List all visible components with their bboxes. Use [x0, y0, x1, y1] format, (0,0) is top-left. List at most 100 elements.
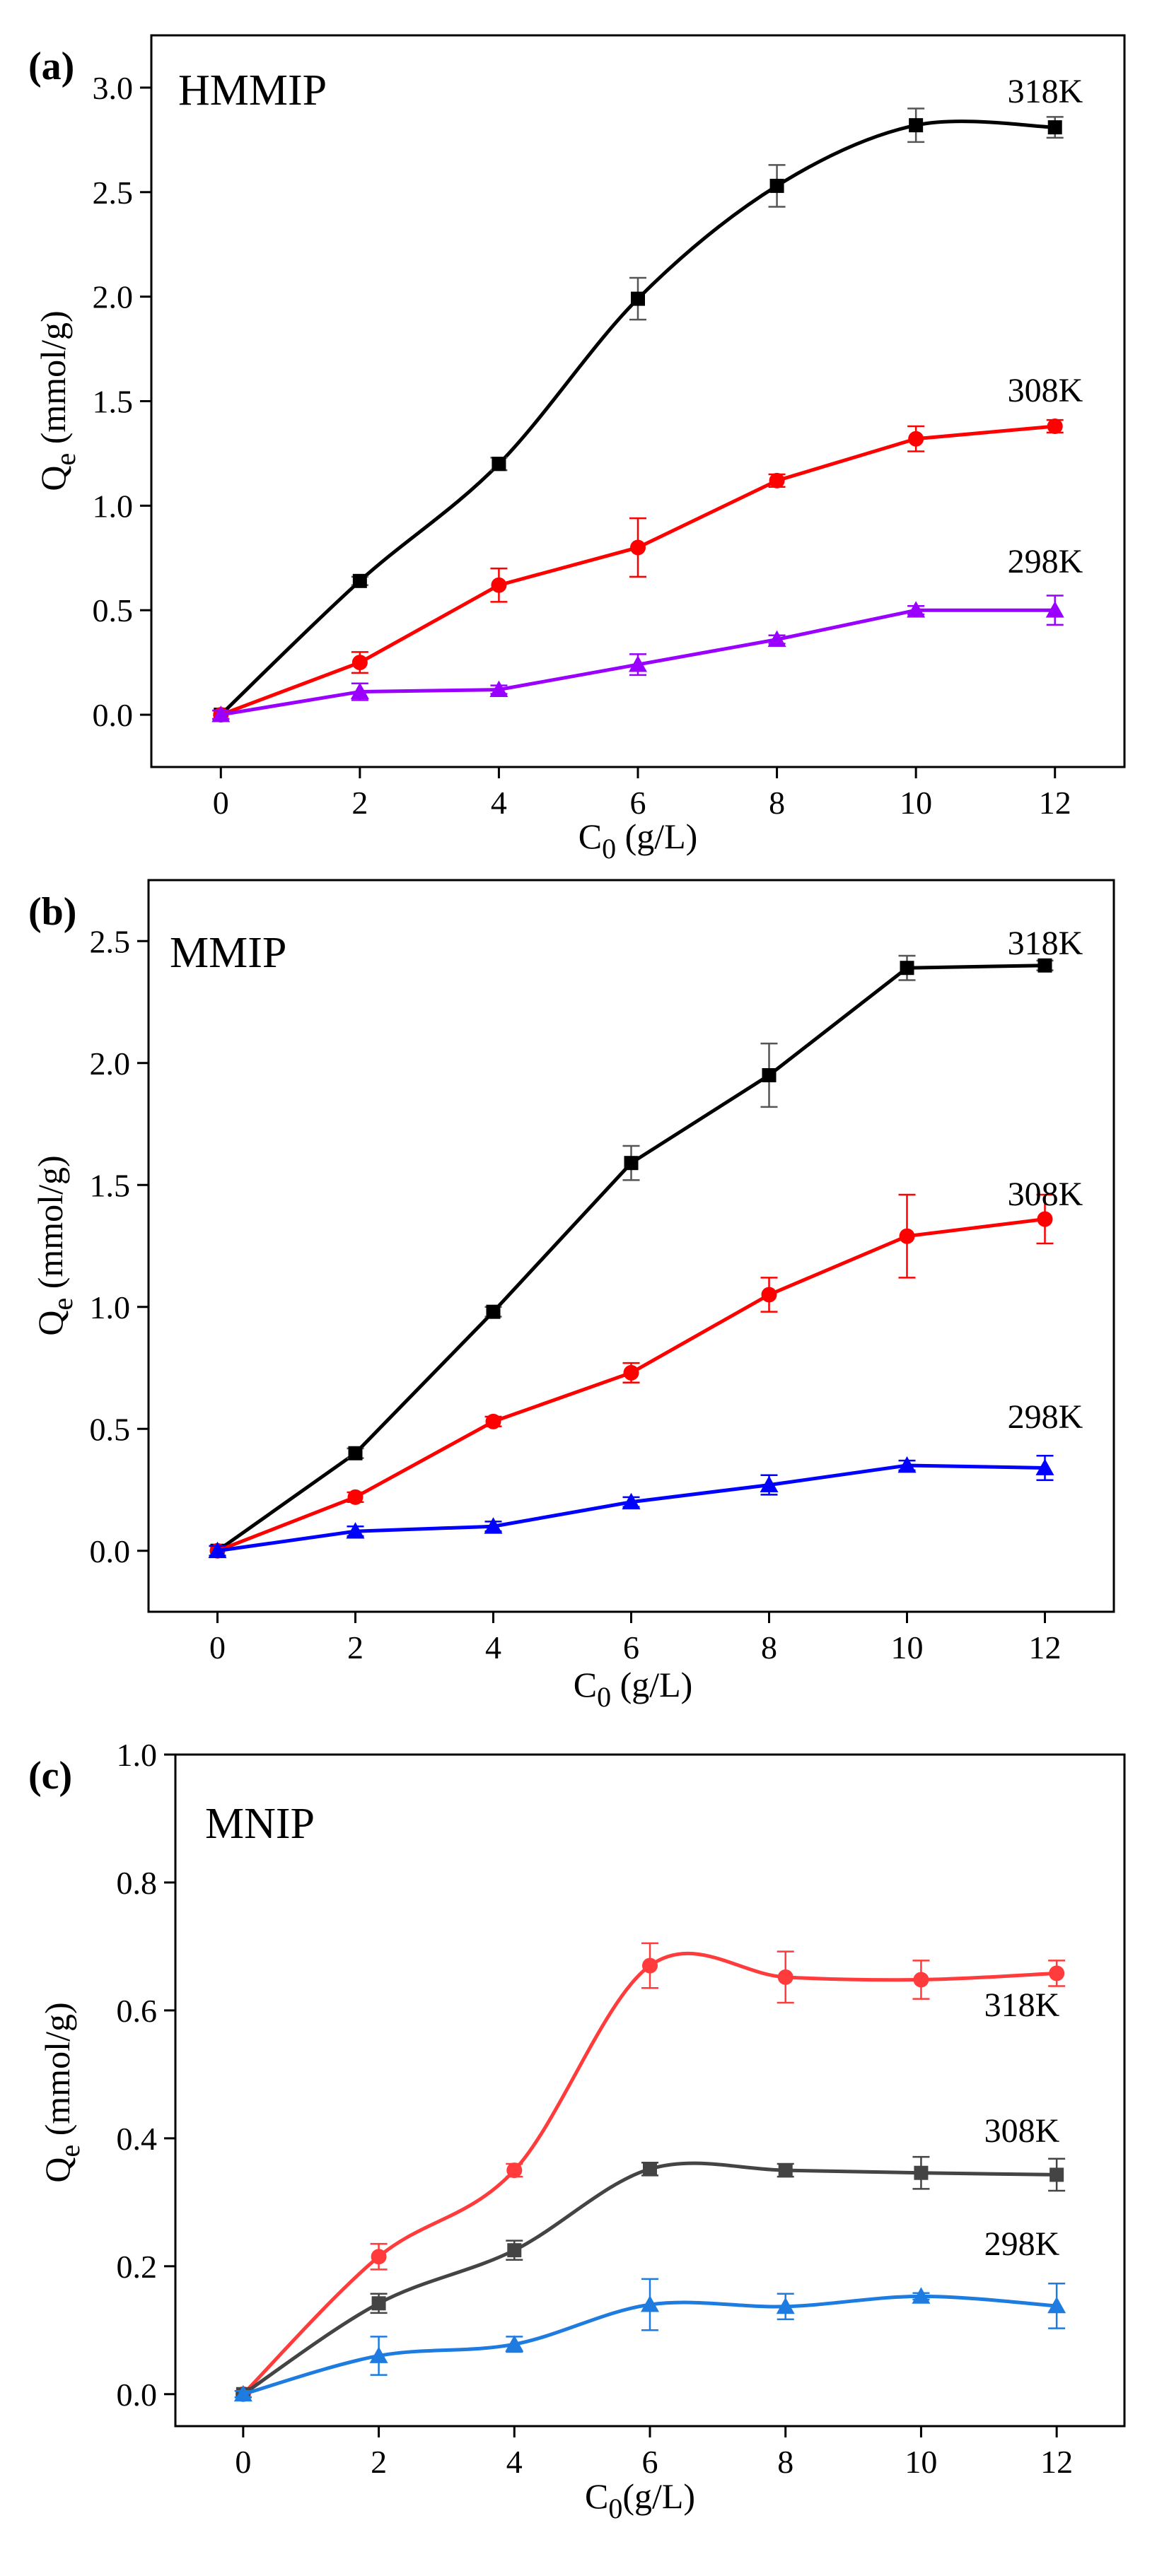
series-318K: 318K [209, 925, 1083, 1558]
y-tick-label: 1.0 [93, 488, 134, 524]
data-point [347, 1489, 364, 1505]
data-point [776, 2297, 795, 2314]
data-point [371, 2249, 387, 2265]
data-point [914, 2165, 929, 2180]
data-point [760, 1475, 779, 1492]
data-point [505, 2335, 524, 2352]
x-axis-title-main: C [578, 816, 602, 856]
x-tick-label: 12 [1029, 1629, 1062, 1665]
y-tick-label: 1.5 [93, 384, 134, 420]
data-point [769, 178, 784, 193]
x-tick-label: 4 [485, 1629, 501, 1665]
data-point [641, 2295, 659, 2312]
x-axis-title-main: C [574, 1665, 597, 1704]
data-point [908, 431, 924, 447]
panel-letter: (b) [28, 890, 76, 934]
y-axis-title-main: Q [37, 2158, 77, 2183]
y-axis-title: Qe (mmol/g) [33, 310, 81, 491]
y-tick-label: 0.0 [90, 1533, 131, 1569]
y-tick-label: 0.0 [117, 2377, 158, 2413]
data-point [485, 1413, 501, 1429]
x-axis-title: C0 (g/L) [578, 816, 698, 865]
series-label: 298K [1008, 543, 1083, 580]
series-318K: 318K [212, 73, 1083, 722]
series-298K: 298K [233, 2225, 1066, 2402]
data-point [492, 457, 506, 472]
data-point [623, 1364, 639, 1381]
data-point [643, 2162, 657, 2177]
data-point [624, 1156, 639, 1171]
x-tick-label: 10 [891, 1629, 924, 1665]
data-point [1037, 1211, 1053, 1227]
data-point [769, 472, 785, 488]
data-point [767, 630, 786, 648]
data-point [346, 1522, 365, 1539]
data-point [642, 1957, 658, 1974]
data-point [899, 1228, 915, 1244]
x-tick-label: 2 [347, 1629, 364, 1665]
y-axis-title-subscript: e [47, 1298, 79, 1311]
data-point [211, 706, 231, 722]
y-axis-title-rest: (mmol/g) [37, 2002, 77, 2144]
data-point [350, 682, 369, 699]
data-point [913, 1972, 929, 1988]
series-label: 308K [1008, 1176, 1083, 1213]
y-tick-label: 1.0 [117, 1737, 158, 1773]
series-label: 318K [1008, 925, 1083, 962]
x-tick-label: 4 [491, 785, 507, 821]
x-tick-label: 2 [371, 2444, 387, 2480]
y-axis-title-main: Q [30, 1311, 70, 1336]
data-point [484, 1517, 503, 1534]
data-point [1049, 1965, 1065, 1981]
data-point [762, 1068, 777, 1082]
x-tick-label: 2 [351, 785, 368, 821]
series-298K: 298K [211, 543, 1083, 722]
data-point [778, 2163, 793, 2178]
y-tick-label: 0.5 [90, 1411, 131, 1447]
x-tick-label: 6 [642, 2444, 658, 2480]
x-tick-label: 10 [900, 785, 932, 821]
data-point [1050, 2167, 1064, 2182]
data-point [486, 1304, 501, 1319]
data-point [351, 655, 368, 671]
x-tick-label: 0 [209, 1629, 226, 1665]
data-point [352, 573, 367, 588]
data-point [369, 2346, 388, 2363]
x-tick-label: 0 [235, 2444, 251, 2480]
data-point [491, 577, 507, 593]
panel-letter: (c) [28, 1754, 72, 1798]
data-point [1047, 120, 1062, 135]
x-tick-label: 0 [213, 785, 229, 821]
y-tick-label: 0.2 [117, 2249, 158, 2285]
x-tick-label: 8 [769, 785, 785, 821]
data-point [1037, 958, 1052, 973]
data-point [233, 2384, 252, 2402]
x-tick-label: 12 [1039, 785, 1071, 821]
series-308K: 308K [209, 1176, 1083, 1559]
y-tick-label: 0.5 [93, 592, 134, 628]
y-tick-label: 2.5 [93, 175, 134, 211]
data-point [777, 1969, 793, 1985]
x-axis-title-rest: (g/L) [622, 2476, 695, 2516]
x-tick-label: 6 [623, 1629, 639, 1665]
data-point [761, 1287, 777, 1303]
y-tick-label: 0.4 [117, 2121, 158, 2157]
chart-panel-1: 0 2 4 6 8 10 120.00.51.01.52.02.53.0C0 (g/L)Qe… [28, 34, 1126, 865]
y-tick-label: 0.0 [93, 697, 134, 733]
series-line [216, 964, 1045, 1552]
x-axis-title-rest: (g/L) [616, 816, 697, 856]
y-tick-label: 2.0 [93, 279, 134, 315]
y-tick-label: 2.5 [90, 923, 131, 959]
series-label: 298K [1008, 1398, 1083, 1436]
x-axis-title-rest: (g/L) [611, 1665, 692, 1704]
x-axis-title: C0(g/L) [585, 2476, 695, 2524]
data-point [912, 2287, 931, 2304]
series-308K: 308K [234, 2112, 1066, 2401]
series-label: 318K [984, 1986, 1060, 2024]
data-point [630, 539, 646, 556]
data-point [208, 1541, 227, 1559]
data-point [631, 291, 645, 306]
panel-title: MMIP [170, 929, 286, 977]
panel-title: HMMIP [178, 66, 327, 115]
y-tick-label: 2.0 [90, 1046, 131, 1082]
